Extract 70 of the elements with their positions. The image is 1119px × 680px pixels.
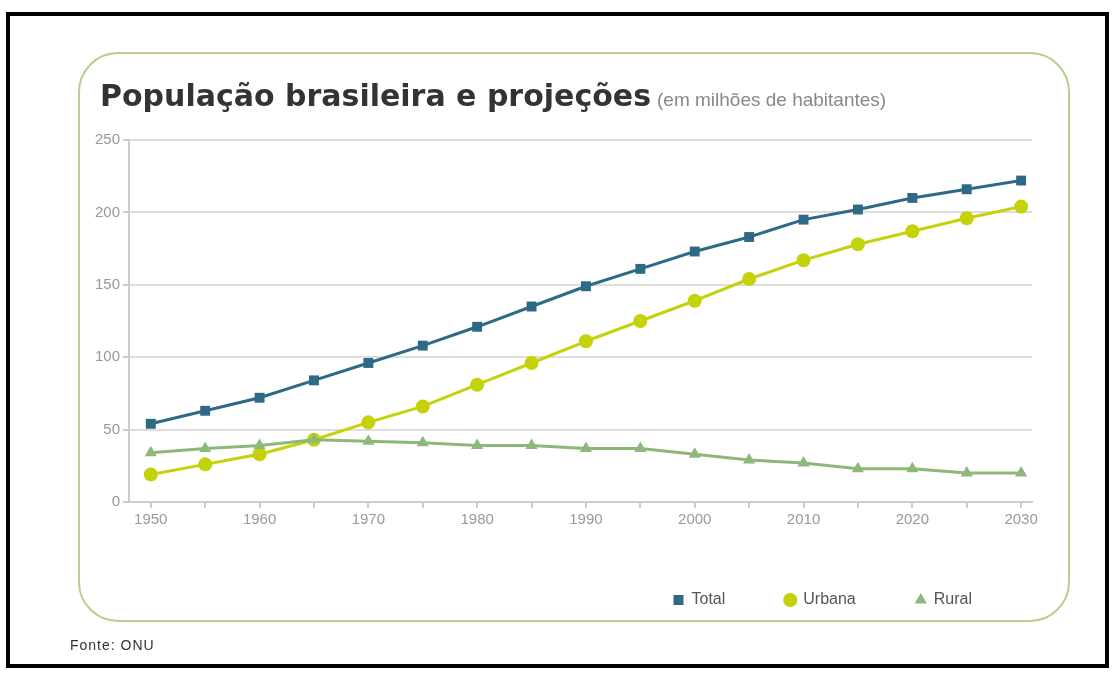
point (252, 447, 267, 462)
point (363, 358, 374, 368)
point (578, 334, 593, 349)
point (362, 434, 375, 445)
point (906, 461, 919, 473)
point (1014, 199, 1029, 214)
point (744, 232, 755, 242)
source-note: Fonte: ONU (70, 637, 155, 653)
point (1016, 175, 1027, 186)
point (851, 461, 864, 473)
point (905, 224, 920, 239)
point (850, 237, 865, 252)
point (416, 435, 429, 447)
x-tick-label: 1990 (569, 510, 603, 528)
legend-label: Rural (933, 590, 972, 608)
x-tick-label: 2000 (678, 510, 712, 528)
point (200, 405, 211, 416)
point (470, 377, 485, 392)
y-tick-label: 100 (95, 347, 121, 365)
point (907, 192, 918, 203)
point (415, 399, 430, 414)
legend-label: Total (691, 590, 726, 608)
x-tick-label: 2010 (786, 510, 821, 528)
point (796, 253, 811, 268)
point (742, 272, 757, 287)
point (635, 263, 646, 274)
y-tick-label: 200 (95, 202, 121, 220)
y-tick-label: 50 (103, 419, 121, 437)
point (471, 438, 484, 450)
point (633, 314, 648, 328)
chart-subtitle: (em milhões de habitantes) (657, 89, 887, 110)
point (959, 211, 974, 226)
point (145, 418, 156, 429)
point (743, 453, 756, 464)
x-tick-label: 2020 (895, 510, 930, 528)
x-tick-label: 1970 (351, 510, 386, 528)
y-tick-label: 150 (95, 274, 121, 292)
point (797, 455, 810, 467)
point (309, 375, 319, 386)
point (472, 321, 483, 332)
y-tick-label: 0 (111, 492, 121, 510)
point (852, 204, 863, 215)
chart-title: População brasileira e projeções (100, 78, 651, 113)
point (526, 301, 537, 312)
point (1015, 466, 1028, 477)
legend-label: Urbana (803, 590, 856, 608)
point (199, 441, 212, 452)
point (524, 355, 539, 370)
point (579, 441, 593, 452)
point (689, 246, 700, 257)
point (634, 441, 647, 452)
point (198, 457, 213, 472)
point (417, 340, 428, 351)
point (525, 438, 538, 450)
point (961, 184, 972, 195)
point (254, 392, 265, 403)
point (361, 415, 376, 430)
point (687, 293, 702, 308)
y-tick-label: 250 (95, 130, 121, 148)
x-tick-label: 1950 (134, 510, 168, 528)
point (581, 281, 591, 292)
x-tick-label: 1960 (242, 510, 277, 528)
point (798, 214, 809, 225)
point (144, 445, 157, 457)
point (688, 447, 701, 458)
point (960, 466, 973, 477)
point (253, 438, 266, 450)
x-tick-label: 1980 (460, 510, 494, 528)
point (143, 467, 158, 482)
x-tick-label: 2030 (1004, 510, 1038, 528)
